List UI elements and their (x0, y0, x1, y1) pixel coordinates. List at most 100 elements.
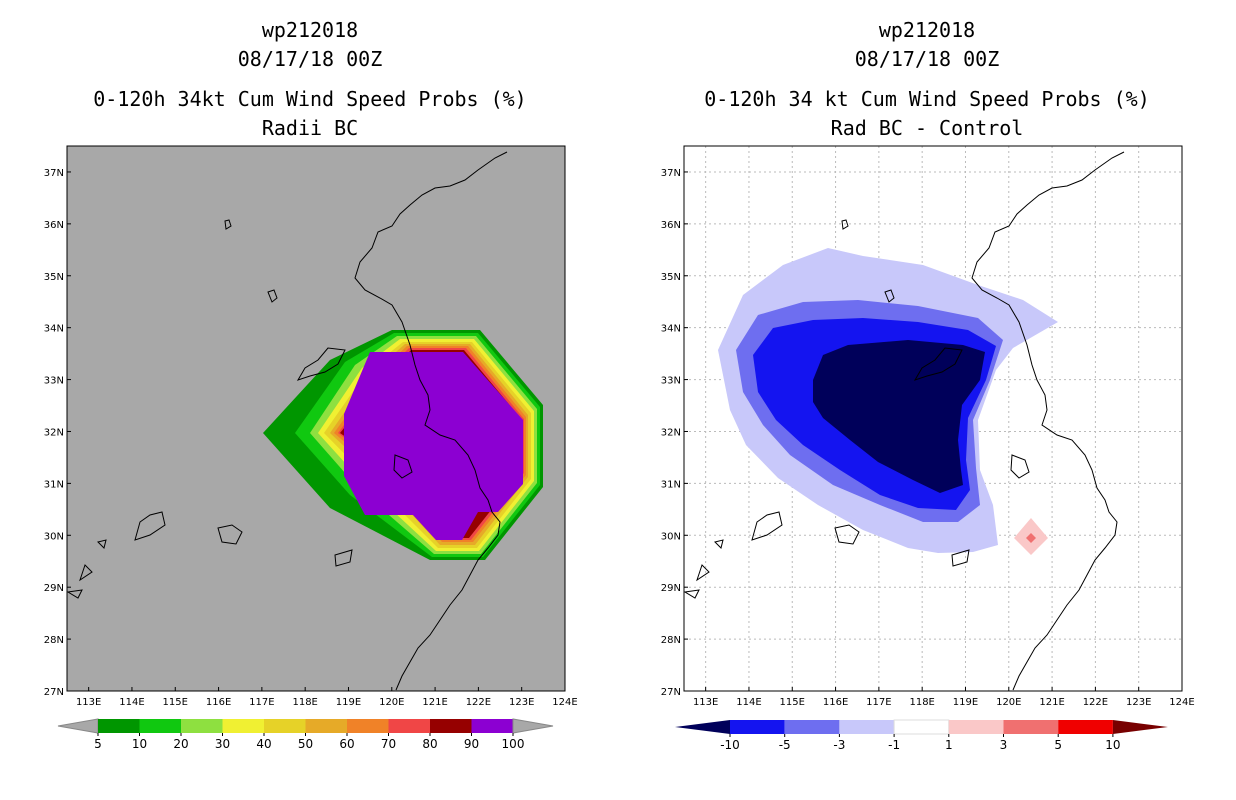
right-title-block: wp212018 08/17/18 00Z 0-120h 34 kt Cum W… (647, 16, 1207, 143)
y-tick-label: 31N (44, 479, 64, 490)
colorbar-label: 5 (1054, 738, 1062, 752)
x-tick-label: 120E (996, 697, 1021, 708)
left-title-subtitle: Radii BC (261, 116, 359, 140)
y-tick-label: 28N (661, 635, 681, 646)
y-tick-label: 33N (44, 376, 64, 387)
x-tick-label: 115E (780, 697, 805, 708)
y-tick-label: 30N (44, 531, 64, 542)
colorbar-label: 10 (1105, 738, 1120, 752)
x-tick-label: 121E (1039, 697, 1064, 708)
left-y-axis: 27N 28N 29N 30N 31N 32N 33N 34N 35N 36N 37N (44, 168, 71, 698)
colorbar-box (948, 720, 1004, 734)
x-tick-label: 122E (1083, 697, 1108, 708)
colorbar-label: 90 (464, 737, 479, 751)
x-tick-label: 119E (953, 697, 978, 708)
right-x-axis: 113E 114E 115E 116E 117E 118E 119E 120E 121E 122E… (693, 687, 1195, 708)
x-tick-label: 122E (466, 697, 491, 708)
prob-contour-90-100 (344, 352, 523, 540)
colorbar-label: -10 (720, 738, 740, 752)
y-tick-label: 37N (661, 168, 681, 179)
colorbar-arrow-low (57, 718, 99, 734)
colorbar-label: 70 (381, 737, 396, 751)
colorbar-arrow-low (675, 720, 730, 734)
colorbar-label: -5 (779, 738, 791, 752)
colorbar-box (347, 719, 389, 733)
colorbar-label: 80 (422, 737, 437, 751)
colorbar-box (388, 719, 430, 733)
right-map-frame (683, 145, 1183, 692)
left-title-product: 0-120h 34kt Cum Wind Speed Probs (%) (93, 87, 527, 111)
colorbar-box (784, 720, 840, 734)
y-tick-label: 31N (661, 479, 681, 490)
colorbar-label: -3 (833, 738, 845, 752)
right-colorbar: -10 -5 -3 -1 1 3 5 10 (675, 719, 1168, 752)
left-title-id: wp212018 (261, 18, 359, 42)
y-tick-label: 32N (44, 427, 64, 438)
left-map-frame (66, 145, 566, 692)
colorbar-box (139, 719, 181, 733)
colorbar-box (893, 719, 950, 735)
y-tick-label: 27N (44, 687, 64, 698)
colorbar-label: 30 (215, 737, 230, 751)
x-tick-label: 120E (379, 697, 404, 708)
colorbar-box (430, 719, 472, 733)
y-tick-label: 30N (661, 531, 681, 542)
x-tick-label: 115E (163, 697, 188, 708)
colorbar-box (222, 719, 264, 733)
right-title-subtitle: Rad BC - Control (830, 116, 1024, 140)
x-tick-label: 123E (1126, 697, 1151, 708)
colorbar-label: 100 (502, 737, 525, 751)
left-title-block: wp212018 08/17/18 00Z 0-120h 34kt Cum Wi… (30, 16, 590, 143)
colorbar-arrow-high (1112, 720, 1168, 734)
y-tick-label: 29N (661, 583, 681, 594)
colorbar-label: 5 (94, 737, 102, 751)
x-tick-label: 118E (292, 697, 317, 708)
right-title-date: 08/17/18 00Z (854, 47, 1000, 71)
diff-contour-minus10 (813, 340, 985, 493)
x-tick-label: 116E (206, 697, 231, 708)
x-tick-label: 113E (693, 697, 718, 708)
y-tick-label: 33N (661, 376, 681, 387)
colorbar-box (1058, 720, 1113, 734)
left-coastline (67, 151, 508, 691)
colorbar-box (98, 719, 140, 733)
y-tick-label: 32N (661, 427, 681, 438)
x-tick-label: 117E (249, 697, 274, 708)
colorbar-label: 40 (256, 737, 271, 751)
y-tick-label: 36N (661, 220, 681, 231)
y-tick-label: 35N (44, 272, 64, 283)
colorbar-label: 50 (298, 737, 313, 751)
colorbar-label: 20 (173, 737, 188, 751)
x-tick-label: 117E (866, 697, 891, 708)
x-tick-label: 118E (909, 697, 934, 708)
x-tick-label: 116E (823, 697, 848, 708)
colorbar-box (730, 720, 785, 734)
x-tick-label: 119E (336, 697, 361, 708)
colorbar-box (264, 719, 306, 733)
right-title-id: wp212018 (878, 18, 976, 42)
colorbar-box (471, 719, 513, 733)
x-tick-label: 124E (552, 697, 577, 708)
x-tick-label: 114E (736, 697, 761, 708)
x-tick-label: 113E (76, 697, 101, 708)
colorbar-arrow-high (512, 718, 554, 734)
right-y-axis: 27N 28N 29N 30N 31N 32N 33N 34N 35N 36N 37N (661, 168, 688, 698)
y-tick-label: 36N (44, 220, 64, 231)
colorbar-box (1003, 720, 1059, 734)
y-tick-label: 29N (44, 583, 64, 594)
y-tick-label: 27N (661, 687, 681, 698)
diff-contour-plus3 (1026, 533, 1036, 543)
left-x-axis: 113E 114E 115E 116E 117E 118E 119E 120E 121E 122E… (76, 687, 578, 708)
colorbar-label: 10 (132, 737, 147, 751)
x-tick-label: 124E (1169, 697, 1194, 708)
colorbar-label: 1 (945, 738, 953, 752)
colorbar-label: 3 (1000, 738, 1008, 752)
colorbar-box (305, 719, 347, 733)
y-tick-label: 28N (44, 635, 64, 646)
x-tick-label: 123E (509, 697, 534, 708)
x-tick-label: 121E (422, 697, 447, 708)
y-tick-label: 37N (44, 168, 64, 179)
left-colorbar: 5 10 20 30 40 50 60 70 80 90 100 (57, 718, 554, 751)
